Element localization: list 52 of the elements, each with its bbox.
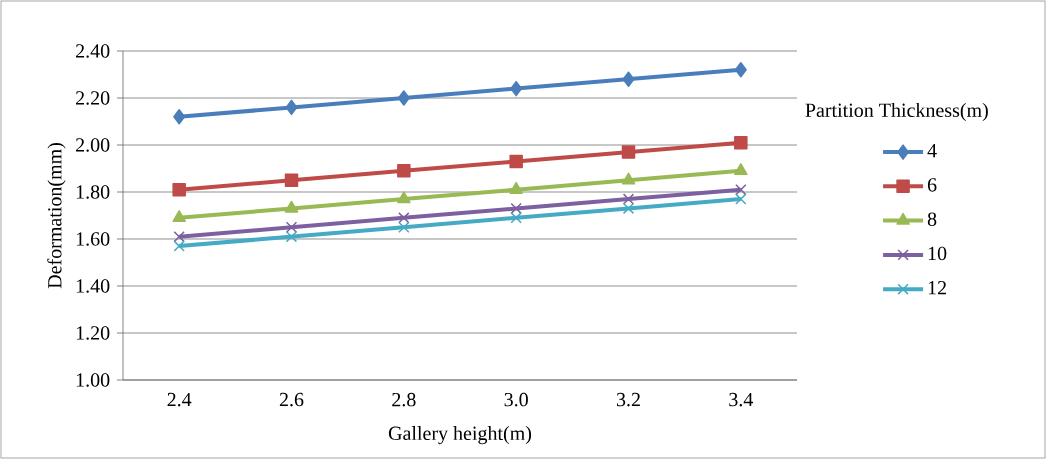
point: [172, 210, 186, 223]
point: [173, 109, 186, 125]
y-tick-label: 2.20: [76, 91, 110, 105]
legend-label: 10: [928, 246, 947, 261]
point: [734, 135, 748, 150]
y-tick-label: 1.80: [76, 185, 110, 199]
x-tick-label: 3.2: [616, 392, 640, 407]
point: [173, 240, 185, 252]
point: [173, 230, 185, 243]
x-tick-label: 2.6: [279, 392, 304, 407]
point: [285, 230, 298, 243]
point: [397, 164, 411, 178]
point: [172, 182, 186, 197]
legend-label: 4: [927, 144, 937, 158]
point: [622, 202, 635, 215]
point: [622, 71, 635, 87]
point: [284, 173, 299, 187]
legend-label: 6: [927, 178, 937, 192]
point: [734, 163, 748, 176]
point: [622, 193, 635, 205]
y-axis-title: Deformation(mm): [47, 143, 66, 289]
x-axis-title: Gallery height(m): [388, 425, 532, 445]
point: [734, 62, 747, 78]
x-tick-label: 2.8: [392, 392, 416, 407]
legend-label: 12: [928, 281, 946, 295]
point: [398, 212, 410, 224]
y-tick-label: 1.20: [76, 326, 110, 340]
y-tick-label: 1.00: [76, 373, 110, 387]
point: [398, 221, 410, 233]
point: [510, 212, 522, 224]
point: [735, 193, 747, 205]
x-tick-label: 3.0: [504, 392, 528, 407]
point: [509, 154, 523, 169]
legend-title: Partition Thickness(m): [805, 102, 988, 122]
y-tick-label: 1.40: [76, 279, 110, 293]
y-tick-label: 1.60: [76, 232, 110, 246]
point: [284, 200, 299, 213]
y-tick-label: 2.00: [76, 138, 110, 152]
x-tick-label: 2.4: [167, 392, 192, 407]
point: [285, 99, 298, 116]
point: [397, 191, 411, 204]
x-tick-label: 3.4: [729, 392, 754, 407]
point: [510, 202, 522, 215]
y-tick-label: 2.40: [76, 44, 110, 58]
point: [621, 145, 636, 159]
point: [735, 183, 747, 196]
point: [285, 221, 298, 233]
point: [397, 90, 410, 106]
point: [510, 80, 523, 97]
point: [509, 181, 523, 194]
legend-label: 8: [927, 212, 937, 226]
point: [621, 172, 636, 185]
